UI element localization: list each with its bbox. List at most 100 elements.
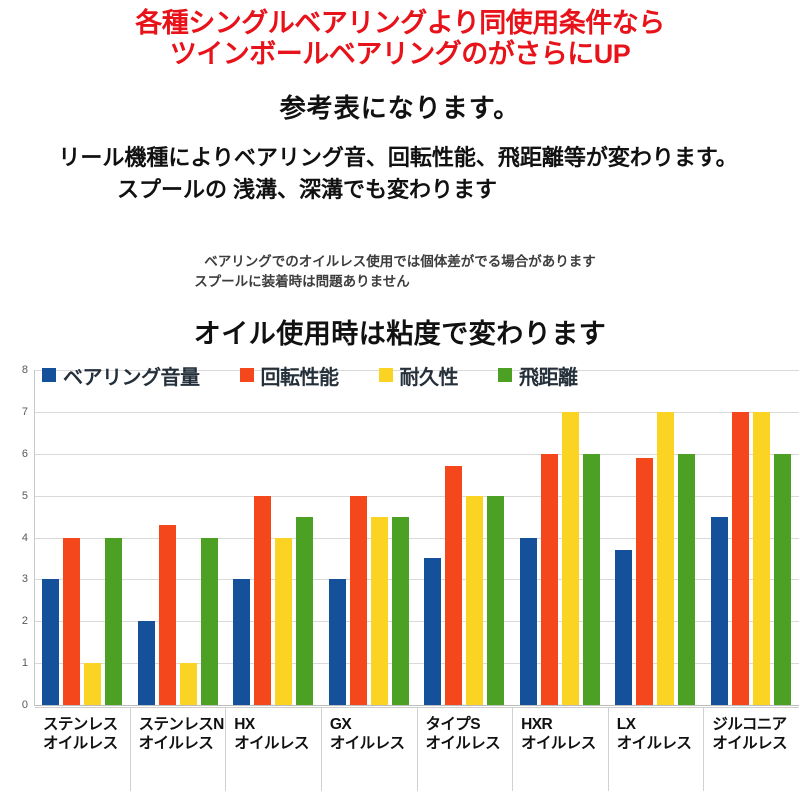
category-label-line1: GX xyxy=(329,716,352,733)
bar[interactable] xyxy=(540,453,558,705)
bar[interactable] xyxy=(254,495,271,705)
fineprint-line-2: スプールに装着時は問題ありません xyxy=(194,274,410,290)
bar[interactable] xyxy=(773,453,791,705)
category-label-line2: オイルレス xyxy=(616,735,692,753)
fineprint-line-1: ベアリングでのオイルレス使用では個体差がでる場合があります xyxy=(204,254,596,269)
promo-headline: 各種シングルベアリングより同使用条件なら ツインボールベアリングのがさらにUP xyxy=(135,8,665,69)
bar[interactable] xyxy=(137,621,155,705)
bar[interactable] xyxy=(487,495,504,705)
gridline xyxy=(35,663,799,665)
bar[interactable] xyxy=(349,495,367,705)
bar[interactable] xyxy=(615,550,632,705)
y-axis: 0 1 2 3 4 5 6 7 8 xyxy=(0,358,34,711)
bar-group xyxy=(131,370,227,705)
y-axis-line xyxy=(34,370,35,706)
category-label-line1: HX xyxy=(234,716,255,733)
note-line-1: リール機種によりベアリング音、回転性能、飛距離等が変わります。 xyxy=(58,145,738,170)
legend-label: 飛距離 xyxy=(519,366,578,389)
reference-subheading: 参考表になります。 xyxy=(279,93,521,123)
gridline xyxy=(35,621,799,623)
plot-area xyxy=(35,370,799,706)
category-label-line2: オイルレス xyxy=(329,735,405,753)
gridline xyxy=(35,495,799,497)
bar-group xyxy=(608,370,704,705)
category-label-line1: ステンレスN xyxy=(138,716,225,733)
fineprint-block: ベアリングでのオイルレス使用では個体差がでる場合があります スプールに装着時は問… xyxy=(0,252,800,293)
gridline xyxy=(35,579,799,581)
category-label-line2: オイルレス xyxy=(712,735,787,753)
category-label: ステンレスN オイルレス xyxy=(131,708,227,791)
gridline xyxy=(35,453,799,455)
bar[interactable] xyxy=(391,516,409,705)
bar[interactable] xyxy=(84,663,101,705)
y-tick-label: 5 xyxy=(21,489,28,502)
category-label-line2: オイルレス xyxy=(43,735,118,753)
bar[interactable] xyxy=(445,466,462,705)
legend-item[interactable]: 耐久性 xyxy=(378,361,459,390)
category-label-line2: オイルレス xyxy=(138,735,214,753)
bar[interactable] xyxy=(296,516,313,705)
bar[interactable] xyxy=(636,457,653,705)
bar[interactable] xyxy=(105,537,122,705)
y-tick-label: 7 xyxy=(21,405,28,418)
category-label: ジルコニアオイルレス xyxy=(704,708,799,791)
bar-group xyxy=(417,370,513,705)
chart-legend: ベアリング音量 回転性能 耐久性 飛距離 xyxy=(42,361,618,390)
bar[interactable] xyxy=(710,516,728,705)
gridline xyxy=(35,370,799,371)
category-label-line1: LX xyxy=(616,716,636,733)
bar[interactable] xyxy=(179,663,197,705)
y-tick-label: 2 xyxy=(21,615,28,628)
bar-group xyxy=(322,370,418,705)
bar[interactable] xyxy=(466,495,483,705)
bar[interactable] xyxy=(233,579,250,705)
category-label-line1: ステンレス xyxy=(43,716,118,733)
bar-group xyxy=(513,370,609,705)
category-label-line2: オイルレス xyxy=(234,735,309,753)
bar[interactable] xyxy=(424,558,441,705)
legend-item[interactable]: 飛距離 xyxy=(498,361,578,390)
category-label: HXR オイルレス xyxy=(513,708,609,791)
chart-title: オイル使用時は粘度で変わります xyxy=(193,319,607,349)
category-label-line1: ジルコニア xyxy=(712,716,787,733)
notes-block: リール機種によりベアリング音、回転性能、飛距離等が変わります。 スプールの 浅溝… xyxy=(0,142,800,206)
legend-label: ベアリング音量 xyxy=(63,366,200,389)
bar-groups xyxy=(35,370,799,705)
bar[interactable] xyxy=(63,537,80,705)
category-label: ステンレスオイルレス xyxy=(35,708,131,791)
bar[interactable] xyxy=(519,537,537,705)
legend-swatch-icon xyxy=(42,368,56,382)
bar[interactable] xyxy=(42,579,59,705)
y-tick-label: 6 xyxy=(21,447,28,460)
legend-swatch-icon xyxy=(378,368,393,382)
category-label: LX オイルレス xyxy=(609,708,705,791)
bar[interactable] xyxy=(370,516,388,705)
bar[interactable] xyxy=(731,411,749,705)
bar[interactable] xyxy=(275,537,292,705)
category-label-line1: タイプS xyxy=(425,716,481,733)
gridline xyxy=(35,411,799,413)
category-label: GX オイルレス xyxy=(322,708,418,791)
legend-label: 耐久性 xyxy=(399,366,459,389)
bar[interactable] xyxy=(678,453,695,705)
legend-swatch-icon xyxy=(239,368,254,382)
bar[interactable] xyxy=(328,579,346,705)
note-line-2: スプールの 浅溝、深溝でも変わります xyxy=(116,176,498,202)
bar[interactable] xyxy=(158,524,176,705)
y-tick-label: 8 xyxy=(21,364,28,376)
bar-group xyxy=(226,370,322,705)
bar[interactable] xyxy=(657,411,674,705)
y-tick-label: 3 xyxy=(21,573,28,586)
category-label: タイプS オイルレス xyxy=(418,708,514,791)
legend-item[interactable]: 回転性能 xyxy=(239,361,339,390)
category-label-line1: HXR xyxy=(521,716,553,733)
legend-swatch-icon xyxy=(498,368,512,382)
category-label-line2: オイルレス xyxy=(425,735,501,753)
legend-item[interactable]: ベアリング音量 xyxy=(42,361,200,390)
bar[interactable] xyxy=(200,537,218,705)
y-tick-label: 4 xyxy=(21,531,28,544)
bar[interactable] xyxy=(582,453,600,705)
bar[interactable] xyxy=(752,411,770,705)
bar[interactable] xyxy=(561,411,579,705)
